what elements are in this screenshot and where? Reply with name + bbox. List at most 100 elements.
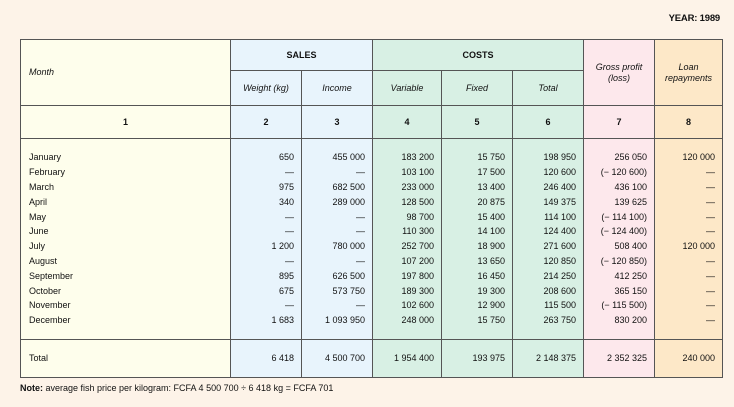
- cell-gross-profit: 830 200: [583, 312, 656, 328]
- header-income: Income: [300, 70, 374, 106]
- cell-gross-profit: 412 250: [583, 268, 656, 284]
- cell-variable-cost: 233 000: [372, 179, 443, 195]
- note: Note: average fish price per kilogram: F…: [20, 383, 333, 393]
- cell-income: —: [300, 164, 374, 180]
- cell-fixed-cost: 15 400: [441, 209, 514, 224]
- cell-gross-profit: 256 050: [583, 150, 656, 165]
- cell-gross-profit: (− 124 400): [583, 223, 656, 239]
- cell-fixed-cost: 19 300: [441, 283, 514, 298]
- total-row: Total 6 418 4 500 700 1 954 400 193 975 2 148…: [20, 338, 724, 378]
- cell-total-cost: 120 600: [512, 164, 585, 180]
- cell-gross-profit: 139 625: [583, 194, 656, 210]
- cell-variable-cost: 102 600: [372, 297, 443, 313]
- header-loan-repayments: Loan repayments: [654, 39, 724, 106]
- table-row: May — —98 700 15 400 114 100 (− 114 100) —: [20, 209, 724, 224]
- total-income: 4 500 700: [300, 338, 374, 378]
- cell-variable-cost: 189 300: [372, 283, 443, 298]
- cell-month: December: [20, 312, 231, 328]
- cell-month: August: [20, 253, 231, 269]
- table-row: December 1 683 1 093 950 248 000 15 750 263 7…: [20, 312, 724, 328]
- cell-income: —: [300, 253, 374, 269]
- column-number: 8: [654, 105, 724, 139]
- cell-total-cost: 114 100: [512, 209, 585, 224]
- cell-gross-profit: (− 120 850): [583, 253, 656, 269]
- cell-month: July: [20, 238, 231, 254]
- table-row: September 895 626 500 197 800 16 450 214 250 4…: [20, 268, 724, 284]
- cell-loan-repayment: —: [654, 164, 724, 180]
- year-label: YEAR: 1989: [668, 13, 721, 24]
- cell-fixed-cost: 13 400: [441, 179, 514, 195]
- total-total-cost: 2 148 375: [512, 338, 585, 378]
- cell-loan-repayment: —: [654, 253, 724, 269]
- cell-weight: 895: [230, 268, 302, 284]
- cell-month: October: [20, 283, 231, 298]
- cell-loan-repayment: —: [654, 209, 724, 224]
- cell-total-cost: 124 400: [512, 223, 585, 239]
- cell-income: 455 000: [300, 150, 374, 165]
- cell-fixed-cost: 15 750: [441, 312, 514, 328]
- cell-month: April: [20, 194, 231, 210]
- cell-total-cost: 198 950: [512, 150, 585, 165]
- cell-gross-profit: 508 400: [583, 238, 656, 254]
- cell-fixed-cost: 14 100: [441, 223, 514, 239]
- cell-weight: —: [230, 253, 302, 269]
- cell-loan-repayment: —: [654, 283, 724, 298]
- table-row: November — —102 600 12 900 115 500 (− 115 500…: [20, 297, 724, 313]
- total-variable-cost: 1 954 400: [372, 338, 443, 378]
- cell-weight: —: [230, 209, 302, 224]
- cell-fixed-cost: 16 450: [441, 268, 514, 284]
- cell-variable-cost: 98 700: [372, 209, 443, 224]
- cell-total-cost: 246 400: [512, 179, 585, 195]
- cell-variable-cost: 110 300: [372, 223, 443, 239]
- cell-loan-repayment: —: [654, 179, 724, 195]
- cell-income: —: [300, 297, 374, 313]
- cell-month: June: [20, 223, 231, 239]
- column-number: 1: [20, 105, 231, 139]
- cell-loan-repayment: —: [654, 194, 724, 210]
- cell-month: February: [20, 164, 231, 180]
- cell-variable-cost: 248 000: [372, 312, 443, 328]
- table-row: October 675 573 750 189 300 19 300 208 600 365…: [20, 283, 724, 298]
- cell-loan-repayment: —: [654, 312, 724, 328]
- cell-total-cost: 120 850: [512, 253, 585, 269]
- cell-income: 289 000: [300, 194, 374, 210]
- header-gross-profit: Gross profit (loss): [583, 39, 656, 106]
- column-number: 3: [300, 105, 374, 139]
- total-loan-repayment: 240 000: [654, 338, 724, 378]
- cell-loan-repayment: —: [654, 297, 724, 313]
- fish-farm-accounts-table: Month SALES COSTS Gross profit (loss) Lo…: [20, 39, 724, 378]
- cell-loan-repayment: 120 000: [654, 150, 724, 165]
- cell-total-cost: 115 500: [512, 297, 585, 313]
- cell-weight: 340: [230, 194, 302, 210]
- cell-weight: 975: [230, 179, 302, 195]
- cell-weight: 1 200: [230, 238, 302, 254]
- column-number: 4: [372, 105, 443, 139]
- total-weight: 6 418: [230, 338, 302, 378]
- cell-gross-profit: (− 115 500): [583, 297, 656, 313]
- header-variable: Variable: [372, 70, 443, 106]
- cell-fixed-cost: 17 500: [441, 164, 514, 180]
- header-fixed: Fixed: [441, 70, 514, 106]
- column-number: 2: [230, 105, 302, 139]
- column-number: 5: [441, 105, 514, 139]
- header-weight: Weight (kg): [230, 70, 302, 106]
- header-total: Total: [512, 70, 585, 106]
- cell-weight: —: [230, 164, 302, 180]
- cell-variable-cost: 128 500: [372, 194, 443, 210]
- cell-weight: 650: [230, 150, 302, 165]
- cell-income: —: [300, 209, 374, 224]
- cell-loan-repayment: 120 000: [654, 238, 724, 254]
- header-month: Month: [20, 39, 231, 106]
- cell-variable-cost: 252 700: [372, 238, 443, 254]
- cell-fixed-cost: 20 875: [441, 194, 514, 210]
- table-row: April 340 289 000 128 500 20 875 149 375 139 6…: [20, 194, 724, 210]
- cell-month: January: [20, 150, 231, 165]
- note-text: average fish price per kilogram: FCFA 4 …: [43, 383, 334, 393]
- cell-month: March: [20, 179, 231, 195]
- note-label: Note:: [20, 383, 43, 393]
- header-costs: COSTS: [372, 39, 585, 71]
- cell-gross-profit: (− 114 100): [583, 209, 656, 224]
- cell-variable-cost: 197 800: [372, 268, 443, 284]
- cell-income: 682 500: [300, 179, 374, 195]
- cell-income: 626 500: [300, 268, 374, 284]
